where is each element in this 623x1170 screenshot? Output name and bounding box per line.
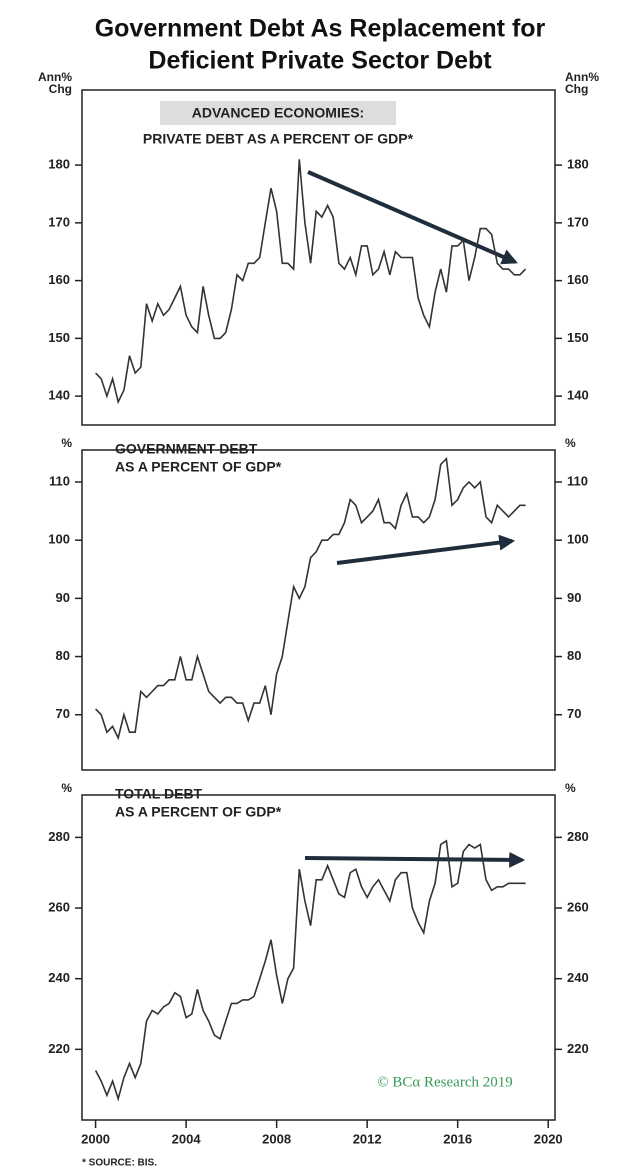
source: * SOURCE: BIS.	[82, 1158, 157, 1169]
y-tick-label: 260	[48, 899, 70, 914]
x-tick-label: 2008	[262, 1131, 291, 1146]
y-axis-label: Chg	[565, 82, 588, 96]
line	[95, 159, 527, 405]
title-line: Deficient Private Sector Debt	[148, 47, 492, 75]
y-tick-label: 140	[48, 388, 70, 403]
y-tick-label: 170	[48, 214, 70, 229]
y-tick-label: 280	[567, 829, 589, 844]
y-tick-label: 150	[567, 330, 589, 345]
y-axis-label: %	[61, 436, 72, 450]
y-tick-label: 90	[56, 590, 70, 605]
panel-frame	[81, 794, 556, 1121]
y-tick-label: 260	[567, 899, 589, 914]
arrows	[304, 170, 526, 868]
y-tick-label: 100	[48, 532, 70, 547]
y-axis-label: Ann%	[38, 70, 72, 84]
y-axis-label: Ann%	[565, 70, 599, 84]
panel-frame	[81, 449, 556, 771]
y-tick-label: 150	[48, 330, 70, 345]
y-tick-label: 240	[48, 970, 70, 985]
y-tick-label: 90	[567, 590, 581, 605]
y-tick-label: 180	[567, 157, 589, 172]
panel-title: PRIVATE DEBT AS A PERCENT OF GDP*	[143, 131, 414, 147]
x-tick-label: 2012	[353, 1131, 382, 1146]
y-axis-label: Chg	[49, 82, 72, 96]
y-tick-label: 80	[567, 648, 581, 663]
y-axis-label: %	[565, 436, 576, 450]
panel-title: AS A PERCENT OF GDP*	[115, 459, 282, 475]
panel-title: AS A PERCENT OF GDP*	[115, 804, 282, 820]
y-tick-label: 160	[48, 272, 70, 287]
panel-title: TOTAL DEBT	[115, 786, 203, 802]
panel-title: GOVERNMENT DEBT	[115, 441, 258, 457]
y-tick-label: 70	[56, 706, 70, 721]
y-tick-label: 140	[567, 388, 589, 403]
logo: © BCα Research 2019	[377, 1074, 512, 1090]
y-tick-label: 170	[567, 214, 589, 229]
panel-frame	[81, 89, 556, 426]
y-tick-label: 180	[48, 157, 70, 172]
line	[95, 456, 526, 741]
y-tick-label: 220	[567, 1041, 589, 1056]
title-box	[160, 101, 396, 125]
y-tick-label: 110	[567, 473, 588, 488]
y-axis-label: %	[565, 781, 576, 795]
x-tick-label: 2020	[534, 1131, 563, 1146]
y-tick-label: 220	[48, 1041, 70, 1056]
y-axis-label: %	[61, 781, 72, 795]
title-line: Government Debt As Replacement for	[95, 15, 546, 43]
line	[94, 839, 526, 1102]
y-tick-label: 80	[56, 648, 70, 663]
y-tick-label: 240	[567, 970, 589, 985]
y-tick-label: 70	[567, 706, 581, 721]
y-tick-label: 100	[567, 532, 589, 547]
x-tick-label: 2004	[172, 1131, 202, 1146]
x-tick-label: 2016	[443, 1131, 472, 1146]
y-tick-label: 280	[48, 829, 70, 844]
x-tick-label: 2000	[81, 1131, 110, 1146]
panel-title: ADVANCED ECONOMIES:	[192, 105, 364, 121]
y-tick-label: 160	[567, 272, 589, 287]
y-tick-label: 110	[49, 473, 70, 488]
